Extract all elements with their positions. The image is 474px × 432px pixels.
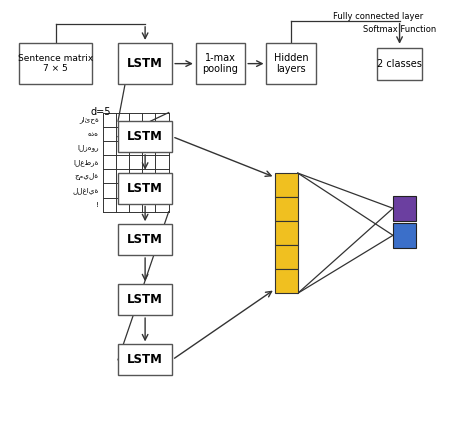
Bar: [118, 173, 172, 203]
Bar: [275, 173, 298, 197]
Bar: [275, 221, 298, 245]
Text: Hidden
layers: Hidden layers: [274, 53, 309, 74]
Bar: [393, 223, 416, 248]
Bar: [275, 269, 298, 293]
Text: العطرة: العطرة: [73, 159, 99, 165]
Bar: [118, 284, 172, 315]
Bar: [19, 43, 92, 84]
Text: Softmax Function: Softmax Function: [363, 25, 436, 34]
Bar: [118, 224, 172, 255]
Bar: [118, 43, 172, 84]
Text: LSTM: LSTM: [127, 181, 163, 194]
Bar: [377, 48, 422, 80]
Text: 1-max
pooling: 1-max pooling: [202, 53, 238, 74]
Text: !: !: [96, 202, 99, 208]
Text: LSTM: LSTM: [127, 293, 163, 306]
Bar: [196, 43, 245, 84]
Text: جميلة: جميلة: [75, 173, 99, 180]
Text: Sentence matrix
7 × 5: Sentence matrix 7 × 5: [18, 54, 93, 73]
Text: d=5: d=5: [90, 107, 110, 117]
Bar: [118, 344, 172, 375]
Text: هذه: هذه: [88, 131, 99, 137]
Text: LSTM: LSTM: [127, 130, 163, 143]
Bar: [275, 245, 298, 269]
Text: LSTM: LSTM: [127, 57, 163, 70]
Bar: [118, 121, 172, 152]
Text: للغاية: للغاية: [73, 187, 99, 194]
Bar: [266, 43, 316, 84]
Text: LSTM: LSTM: [127, 353, 163, 366]
Bar: [275, 197, 298, 221]
Text: رائحة: رائحة: [79, 116, 99, 123]
Text: LSTM: LSTM: [127, 233, 163, 246]
Text: Fully connected layer: Fully connected layer: [333, 12, 423, 21]
Bar: [393, 196, 416, 221]
Text: الزهور: الزهور: [77, 145, 99, 151]
Text: 2 classes: 2 classes: [377, 59, 422, 69]
